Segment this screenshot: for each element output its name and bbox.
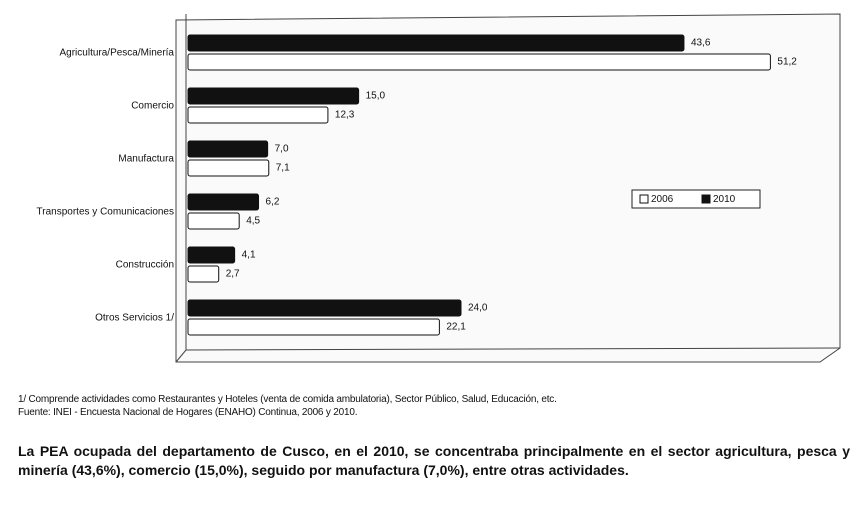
category-label: Transportes y Comunicaciones: [37, 207, 174, 218]
bar: [187, 318, 440, 336]
legend-label: 2010: [713, 194, 736, 205]
category-label: Construcción: [116, 260, 174, 271]
value-label: 4,1: [242, 250, 256, 261]
bar: [187, 53, 771, 71]
category-label: Otros Servicios 1/: [95, 313, 174, 324]
bar: [187, 87, 360, 105]
category-label: Comercio: [131, 101, 174, 112]
legend-box: [631, 189, 761, 209]
bar: [187, 299, 462, 317]
category-label: Agricultura/Pesca/Minería: [60, 48, 175, 59]
plot-floor-edge: [175, 349, 187, 363]
value-label: 6,2: [266, 197, 280, 208]
value-label: 51,2: [777, 57, 797, 68]
value-label: 43,6: [691, 38, 711, 49]
value-label: 7,0: [275, 144, 289, 155]
category-label: Manufactura: [118, 154, 174, 165]
value-label: 7,1: [276, 163, 290, 174]
value-label: 12,3: [335, 110, 355, 121]
bar: [187, 34, 685, 52]
chart: Agricultura/Pesca/Minería 43,6 51,2 Comerci…: [37, 13, 841, 363]
source: Fuente: INEI - Encuesta Nacional de Hoga…: [18, 407, 358, 418]
plot-floor-edge: [185, 347, 841, 351]
value-label: 15,0: [366, 91, 386, 102]
bar: [187, 212, 240, 230]
value-label: 2,7: [226, 269, 240, 280]
bar: [187, 265, 220, 283]
bar: [187, 193, 260, 211]
bar: [187, 140, 269, 158]
bar: [187, 106, 329, 124]
value-label: 22,1: [446, 322, 466, 333]
legend-label: 2006: [651, 194, 674, 205]
value-label: 24,0: [468, 303, 488, 314]
bar: [187, 246, 236, 264]
legend-swatch: [639, 194, 649, 204]
paragraph: La PEA ocupada del departamento de Cusco…: [18, 443, 850, 478]
value-label: 4,5: [246, 216, 260, 227]
bar: [187, 159, 270, 177]
legend-swatch: [701, 194, 711, 204]
footnote: 1/ Comprende actividades como Restaurant…: [18, 394, 557, 405]
